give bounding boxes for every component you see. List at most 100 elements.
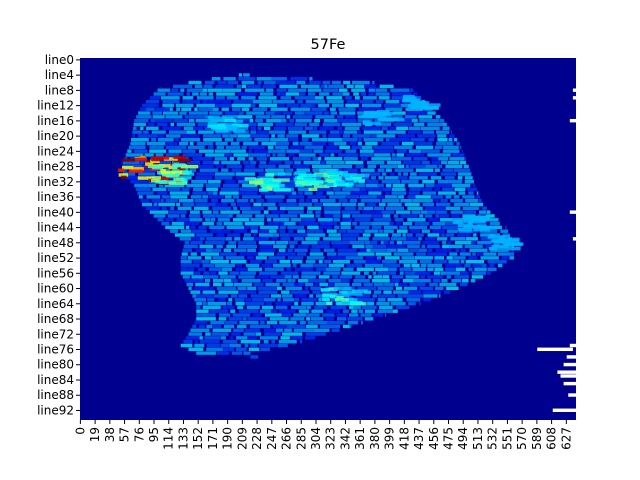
row-streak <box>310 286 322 291</box>
row-streak <box>435 202 451 207</box>
row-streak <box>442 240 447 245</box>
row-streak <box>299 320 306 325</box>
row-streak <box>412 96 421 100</box>
row-streak <box>259 103 278 108</box>
row-streak <box>483 252 497 256</box>
row-streak <box>271 309 277 313</box>
row-streak <box>341 218 353 222</box>
row-streak <box>301 240 318 245</box>
row-streak <box>441 279 448 283</box>
row-streak <box>244 328 260 332</box>
row-streak <box>347 320 359 325</box>
hotspot-mark <box>351 289 368 293</box>
row-streak <box>419 286 434 291</box>
row-streak <box>476 195 480 199</box>
row-streak <box>320 84 324 89</box>
hotspot-mark <box>328 287 339 291</box>
row-streak <box>233 99 252 104</box>
row-streak <box>176 176 192 180</box>
row-streak <box>202 160 213 165</box>
row-streak <box>420 210 427 214</box>
row-streak <box>237 324 247 329</box>
row-streak <box>367 301 375 306</box>
row-streak <box>355 164 364 169</box>
row-streak <box>230 309 236 313</box>
row-streak <box>151 130 166 134</box>
row-streak <box>275 145 289 150</box>
row-streak <box>344 206 356 211</box>
row-streak <box>301 275 316 279</box>
row-streak <box>186 130 196 134</box>
row-streak <box>296 168 310 172</box>
hotspot-mark <box>173 155 187 159</box>
row-streak <box>226 96 239 100</box>
row-streak <box>236 198 249 203</box>
row-streak <box>259 244 272 249</box>
row-streak <box>325 145 338 150</box>
row-streak <box>179 198 194 203</box>
row-streak <box>359 149 374 153</box>
row-streak <box>232 195 240 199</box>
hotspot-mark <box>498 238 511 242</box>
row-streak <box>449 134 455 138</box>
row-streak <box>307 92 316 96</box>
row-streak <box>454 187 466 191</box>
row-streak <box>307 206 322 211</box>
row-streak <box>408 126 421 131</box>
row-streak <box>445 195 452 199</box>
row-streak <box>182 99 201 104</box>
row-streak <box>194 84 203 89</box>
row-streak <box>263 328 276 332</box>
x-tick-label: 304 <box>309 427 323 450</box>
row-streak <box>436 141 447 146</box>
row-streak <box>196 294 214 298</box>
row-streak <box>407 237 418 241</box>
row-streak <box>250 259 262 264</box>
row-streak <box>256 130 269 134</box>
row-streak <box>196 233 213 237</box>
row-streak <box>378 176 384 180</box>
row-streak <box>223 279 231 283</box>
row-streak <box>209 267 222 272</box>
row-streak <box>357 252 375 256</box>
row-streak <box>290 218 302 222</box>
hotspot-mark <box>173 158 192 163</box>
row-streak <box>165 141 178 146</box>
row-streak <box>256 157 267 161</box>
row-streak <box>370 134 377 138</box>
row-streak <box>269 317 289 321</box>
row-streak <box>176 107 181 111</box>
row-streak <box>418 115 433 119</box>
row-streak <box>194 320 207 325</box>
x-tick-label: 266 <box>280 427 294 450</box>
row-streak <box>472 252 476 256</box>
row-streak <box>278 164 291 169</box>
hotspot-mark <box>232 129 246 133</box>
row-streak <box>192 92 199 96</box>
row-streak <box>390 279 400 283</box>
row-streak <box>291 279 296 283</box>
row-streak <box>182 134 200 138</box>
row-streak <box>131 138 149 142</box>
row-streak <box>471 271 486 275</box>
row-streak <box>442 149 460 153</box>
row-streak <box>359 195 377 199</box>
row-streak <box>319 92 330 96</box>
row-streak <box>223 324 235 329</box>
edge-mark <box>557 370 576 374</box>
row-streak <box>284 328 292 332</box>
row-streak <box>416 252 426 256</box>
x-tick-label: 513 <box>471 427 485 450</box>
row-streak <box>370 240 378 245</box>
row-streak <box>273 218 290 222</box>
row-streak <box>314 96 324 100</box>
row-streak <box>305 198 311 203</box>
row-streak <box>263 339 269 344</box>
row-streak <box>410 172 417 176</box>
row-streak <box>162 99 180 104</box>
x-tick-label: 380 <box>368 427 382 450</box>
row-streak <box>202 290 216 294</box>
row-streak <box>464 244 483 249</box>
row-streak <box>266 153 271 157</box>
row-streak <box>338 198 348 203</box>
